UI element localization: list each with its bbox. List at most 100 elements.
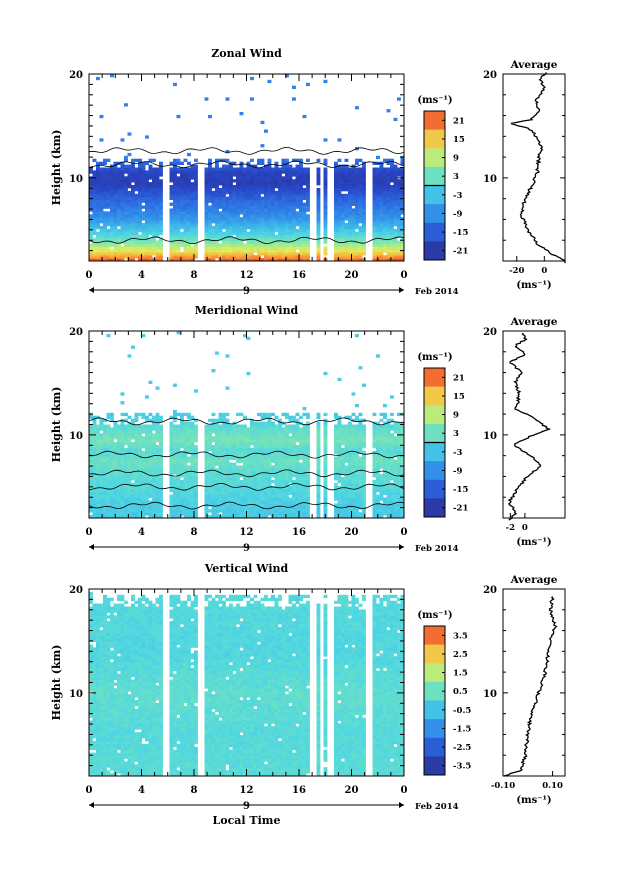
heatmap-cell xyxy=(341,246,345,250)
heatmap-cell xyxy=(229,237,233,241)
heatmap-cell xyxy=(225,494,230,498)
heatmap-cell xyxy=(278,176,282,180)
heatmap-cell xyxy=(274,167,279,171)
heatmap-cell xyxy=(204,185,209,189)
heatmap-cell xyxy=(141,258,146,262)
heatmap-cell xyxy=(120,185,125,189)
heatmap-cell xyxy=(285,176,289,180)
heatmap-cell xyxy=(127,196,132,200)
heatmap-cell xyxy=(131,158,135,162)
heatmap-cell xyxy=(288,503,293,507)
heatmap-cell xyxy=(341,255,345,259)
heatmap-cell xyxy=(190,173,195,177)
heatmap-cell xyxy=(260,205,265,209)
heatmap-cell xyxy=(236,252,240,256)
heatmap-cell xyxy=(232,447,237,452)
heatmap-cell xyxy=(159,246,163,250)
heatmap-cell xyxy=(299,234,303,238)
heatmap-cell xyxy=(376,217,380,221)
heatmap-cell xyxy=(113,208,118,212)
heatmap-cell xyxy=(334,465,338,469)
heatmap-cell xyxy=(194,453,198,457)
heatmap-cell xyxy=(397,246,401,250)
heatmap-cell xyxy=(225,459,230,463)
heatmap-cell xyxy=(159,208,163,212)
heatmap-cell xyxy=(232,211,237,215)
heatmap-cell xyxy=(99,433,104,437)
heatmap-cell xyxy=(246,252,251,256)
heatmap-cell xyxy=(337,471,342,475)
heatmap-cell xyxy=(169,482,174,487)
heatmap-cell xyxy=(96,465,100,469)
heatmap-cell xyxy=(96,223,100,227)
heatmap-cell xyxy=(292,462,296,466)
heatmap-cell xyxy=(225,243,230,247)
heatmap-cell xyxy=(145,430,149,434)
heatmap-cell xyxy=(187,193,191,198)
heatmap-cell xyxy=(173,220,177,224)
heatmap-cell xyxy=(250,427,254,431)
heatmap-cell xyxy=(348,255,352,259)
heatmap-cell xyxy=(89,217,93,221)
heatmap-cell xyxy=(250,421,254,425)
heatmap-cell xyxy=(194,430,198,434)
heatmap-cell xyxy=(138,471,142,475)
heatmap-cell xyxy=(239,488,244,493)
heatmap-cell xyxy=(264,447,268,452)
heatmap-cell xyxy=(264,459,268,463)
heatmap-cell xyxy=(257,243,261,247)
heatmap-cell xyxy=(271,220,275,224)
heatmap-cell xyxy=(218,430,223,434)
heatmap-cell xyxy=(274,237,279,241)
heatmap-cell xyxy=(131,468,135,472)
y-tick-label: 20 xyxy=(69,70,83,81)
heatmap-cell xyxy=(103,471,107,475)
heatmap-cell xyxy=(96,456,100,460)
heatmap-cell xyxy=(131,500,135,504)
heatmap-cell xyxy=(250,199,254,203)
heatmap-cell xyxy=(222,190,226,195)
colorbar-band xyxy=(424,111,445,130)
heatmap-cell xyxy=(292,252,296,256)
heatmap-cell xyxy=(253,258,258,262)
heatmap-cell xyxy=(337,185,342,189)
heatmap-cell xyxy=(334,436,338,440)
heatmap-cell xyxy=(222,439,226,443)
heatmap-cell xyxy=(299,246,303,250)
heatmap-cell xyxy=(106,474,111,478)
heatmap-cell xyxy=(316,427,321,431)
heatmap-cell xyxy=(204,471,209,475)
heatmap-cell xyxy=(372,208,377,212)
heatmap-cell xyxy=(299,512,303,516)
heatmap-cell xyxy=(194,220,198,224)
heatmap-cell xyxy=(267,158,272,162)
heatmap-cell xyxy=(204,205,209,209)
heatmap-cell xyxy=(218,255,223,259)
heatmap-cell xyxy=(103,442,107,446)
heatmap-cell xyxy=(218,433,223,437)
heatmap-cell xyxy=(337,243,342,247)
heatmap-cell xyxy=(299,252,303,256)
heatmap-cell xyxy=(183,199,188,203)
heatmap-cell xyxy=(229,220,233,224)
heatmap-cell xyxy=(292,170,296,174)
heatmap-cell xyxy=(316,214,321,218)
heatmap-cell xyxy=(169,176,174,180)
heatmap-cell xyxy=(288,459,293,463)
heatmap-cell xyxy=(299,485,303,490)
heatmap-cell xyxy=(292,214,296,218)
heatmap-cell xyxy=(180,220,184,224)
heatmap-cell xyxy=(204,456,209,460)
heatmap-cell xyxy=(292,497,296,501)
heatmap-cell xyxy=(239,246,244,250)
heatmap-cell xyxy=(127,234,132,238)
heatmap-cell xyxy=(155,234,160,238)
heatmap-cell xyxy=(302,249,307,253)
heatmap-cell xyxy=(155,424,160,428)
heatmap-cell xyxy=(306,506,310,510)
heatmap-cell xyxy=(176,246,181,250)
heatmap-cell xyxy=(187,217,191,221)
heatmap-cell xyxy=(106,240,111,244)
heatmap-cell xyxy=(180,424,184,428)
heatmap-cell xyxy=(194,474,198,478)
